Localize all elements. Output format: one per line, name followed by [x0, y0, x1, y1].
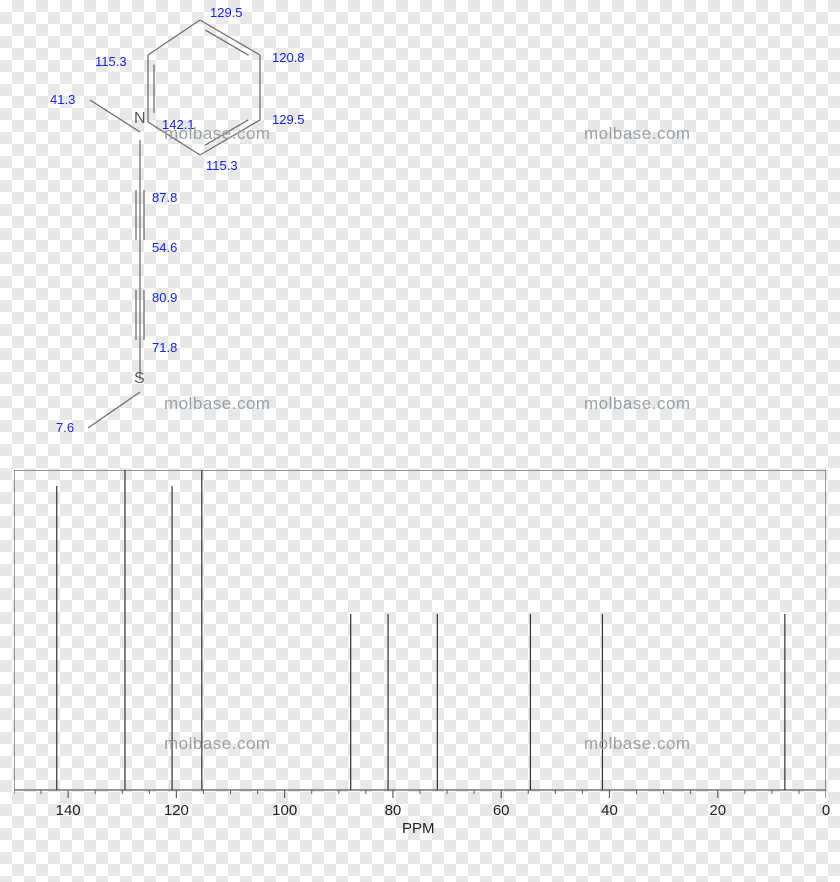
- axis-tick-label: 120: [164, 802, 189, 819]
- watermark: molbase.com: [584, 124, 691, 144]
- axis-tick-label: 100: [272, 802, 297, 819]
- chemical-shift: 129.5: [210, 5, 243, 20]
- atom-label-S: S: [134, 370, 145, 388]
- watermark: molbase.com: [584, 394, 691, 414]
- axis-tick-label: 40: [601, 802, 618, 819]
- x-axis-label: PPM: [402, 820, 435, 837]
- spectrum-svg: [14, 470, 826, 840]
- chemical-shift: 71.8: [152, 340, 177, 355]
- spectrum-panel: 140120100806040200PPM: [14, 470, 826, 840]
- chemical-shift: 129.5: [272, 112, 305, 127]
- axis-tick-label: 140: [56, 802, 81, 819]
- chemical-shift: 41.3: [50, 92, 75, 107]
- molecule-panel: NS129.5120.8129.5115.3142.1115.341.387.8…: [0, 0, 840, 460]
- chemical-shift: 120.8: [272, 50, 305, 65]
- axis-tick-label: 60: [493, 802, 510, 819]
- watermark: molbase.com: [164, 394, 271, 414]
- watermark: molbase.com: [164, 124, 271, 144]
- chemical-shift: 115.3: [206, 158, 238, 173]
- axis-tick-label: 80: [385, 802, 402, 819]
- chemical-shift: 7.6: [56, 420, 74, 435]
- axis-tick-label: 20: [709, 802, 726, 819]
- chemical-shift: 115.3: [95, 54, 127, 69]
- axis-tick-label: 0: [822, 802, 830, 819]
- chemical-shift: 87.8: [152, 190, 177, 205]
- molecule-svg: [0, 0, 840, 460]
- watermark: molbase.com: [164, 734, 271, 754]
- atom-label-N: N: [134, 110, 146, 128]
- chemical-shift: 54.6: [152, 240, 177, 255]
- watermark: molbase.com: [584, 734, 691, 754]
- page-root: NS129.5120.8129.5115.3142.1115.341.387.8…: [0, 0, 840, 882]
- chemical-shift: 80.9: [152, 290, 177, 305]
